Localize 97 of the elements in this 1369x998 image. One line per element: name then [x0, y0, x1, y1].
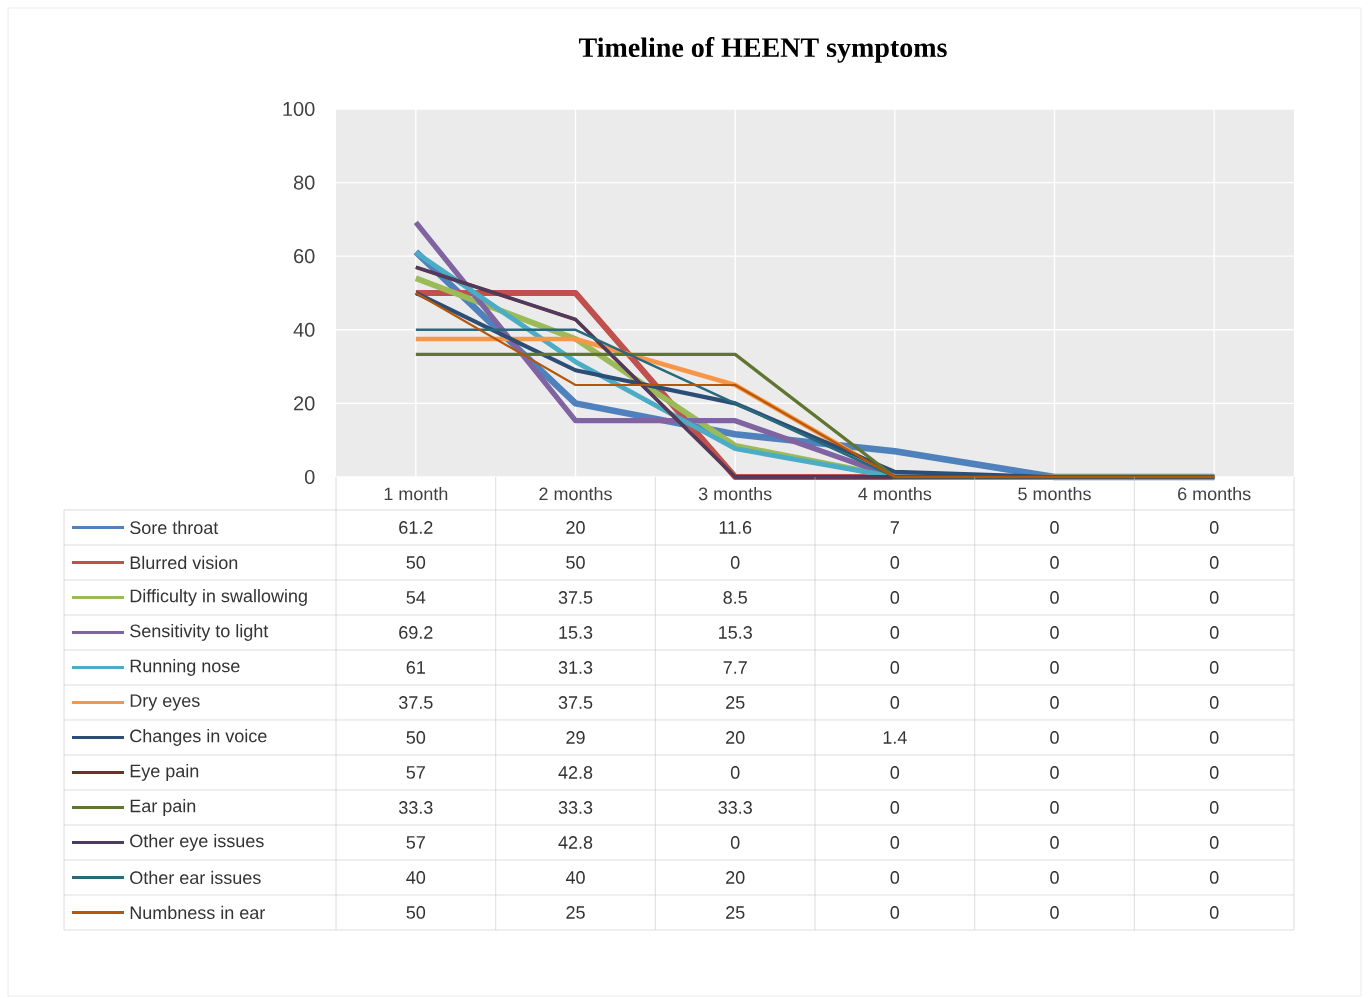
data-label: 0 [1050, 661, 1059, 674]
data-label: 0 [1209, 591, 1219, 604]
data-label: 20 [726, 731, 745, 744]
data-label: 0 [1209, 731, 1219, 744]
data-label: 1.4 [883, 731, 907, 744]
x-tick-label: 6 months [1178, 487, 1251, 501]
data-label: 0 [1209, 871, 1219, 884]
data-label: 50 [406, 556, 426, 569]
data-label: 0 [890, 626, 900, 639]
data-label: 25 [566, 906, 585, 919]
data-label: 0 [1050, 731, 1059, 744]
x-tick-label: 1 month [384, 487, 448, 501]
legend-label: Changes in voice [130, 729, 267, 746]
data-label: 0 [890, 801, 900, 814]
data-label: 0 [730, 556, 740, 569]
legend-label: Other eye issues [130, 834, 264, 851]
data-label: 40 [565, 871, 585, 884]
x-tick-label: 3 months [698, 487, 772, 501]
legend-label: Sensitivity to light [130, 624, 269, 641]
data-label: 50 [406, 731, 426, 744]
data-label: 25 [726, 696, 745, 709]
data-label: 15.3 [719, 626, 752, 639]
data-label: 0 [890, 836, 900, 849]
data-label: 57 [406, 836, 425, 849]
data-label: 0 [1050, 521, 1059, 534]
data-label: 0 [890, 556, 900, 569]
data-label: 33.3 [558, 801, 593, 814]
data-label: 0 [1050, 836, 1059, 849]
data-label: 54 [406, 591, 426, 604]
data-label: 0 [1209, 906, 1219, 919]
data-label: 0 [1050, 556, 1059, 569]
y-tick-label: 80 [293, 175, 315, 190]
data-label: 20 [566, 521, 585, 534]
x-tick-label: 2 months [539, 487, 612, 501]
data-label: 11.6 [719, 521, 752, 534]
data-label: 0 [1050, 626, 1059, 639]
chart-title: Timeline of HEENT symptoms [578, 37, 947, 63]
data-label: 0 [1050, 766, 1059, 779]
data-label: 0 [730, 836, 740, 849]
data-label: 0 [1209, 626, 1219, 639]
legend-label: Running nose [130, 659, 240, 676]
data-label: 0 [1209, 836, 1219, 849]
data-label: 40 [406, 871, 426, 884]
data-label: 42.8 [558, 766, 593, 779]
x-tick-label: 5 months [1018, 487, 1091, 501]
data-label: 33.3 [718, 801, 752, 814]
y-tick-label: 60 [294, 249, 315, 264]
data-label: 0 [890, 766, 900, 779]
data-label: 0 [890, 661, 900, 674]
data-label: 29 [566, 731, 585, 744]
data-label: 0 [890, 871, 900, 884]
data-label: 0 [730, 766, 740, 779]
data-label: 0 [1050, 696, 1059, 709]
data-label: 50 [566, 556, 585, 569]
data-label: 37.5 [558, 696, 593, 709]
y-tick-label: 100 [283, 101, 315, 117]
data-label: 0 [890, 906, 900, 919]
data-label: 0 [1209, 766, 1219, 779]
legend-label: Blurred vision [130, 555, 238, 570]
data-label: 20 [726, 871, 745, 884]
data-label: 8.5 [723, 591, 747, 604]
data-label: 0 [1209, 521, 1219, 534]
legend-label: Ear pain [130, 799, 196, 816]
data-label: 0 [1209, 801, 1219, 814]
y-tick-label: 20 [294, 396, 315, 411]
data-label: 15.3 [559, 626, 593, 639]
legend-label: Other ear issues [130, 870, 261, 885]
data-label: 7 [890, 521, 899, 534]
legend-label: Numbness in ear [130, 905, 265, 920]
legend-label: Difficulty in swallowing [130, 589, 307, 606]
legend-label: Sore throat [130, 520, 219, 535]
data-label: 7.7 [723, 661, 747, 674]
x-tick-label: 4 months [858, 487, 932, 501]
data-label: 37.5 [398, 696, 433, 709]
data-label: 0 [1050, 871, 1059, 884]
data-label: 61.2 [399, 521, 433, 534]
data-label: 42.8 [558, 836, 593, 849]
data-label: 37.5 [558, 591, 593, 604]
data-label: 50 [406, 906, 426, 919]
data-label: 0 [890, 591, 900, 604]
data-label: 31.3 [558, 661, 593, 674]
legend-label: Dry eyes [130, 694, 200, 711]
data-label: 57 [406, 766, 425, 779]
data-label: 33.3 [398, 801, 433, 814]
data-label: 0 [1050, 801, 1059, 814]
data-label: 25 [726, 906, 745, 919]
y-tick-label: 40 [293, 322, 315, 337]
legend-label: Eye pain [130, 764, 199, 781]
data-label: 0 [1209, 696, 1219, 709]
data-label: 0 [1209, 556, 1219, 569]
data-label: 69.2 [399, 626, 433, 639]
y-tick-label: 0 [304, 469, 315, 485]
data-label: 0 [1209, 661, 1219, 674]
data-label: 61 [406, 661, 425, 674]
data-label: 0 [1050, 906, 1059, 919]
data-label: 0 [890, 696, 900, 709]
data-label: 0 [1050, 591, 1059, 604]
